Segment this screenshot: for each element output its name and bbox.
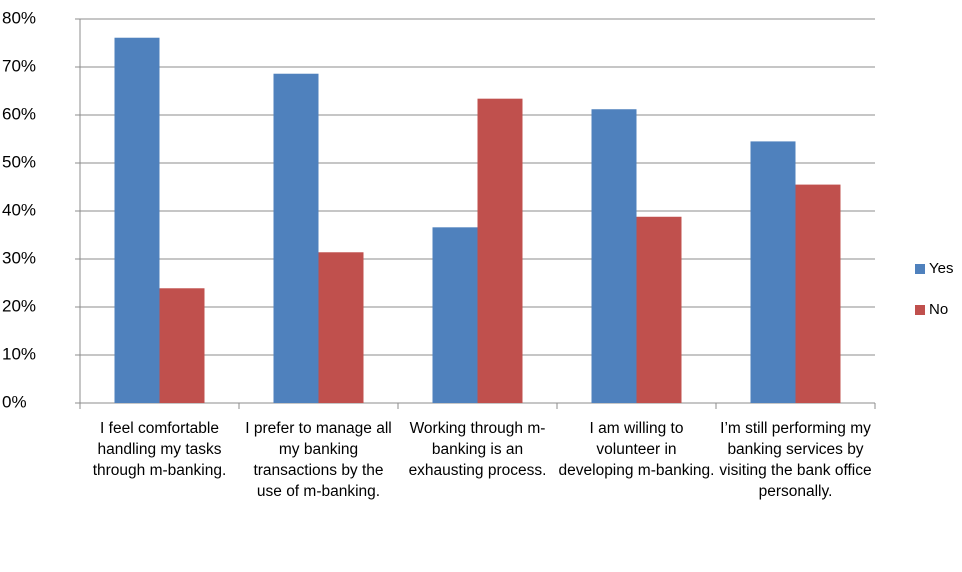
y-tick-label: 70% bbox=[2, 56, 36, 75]
y-tick-label: 20% bbox=[2, 296, 36, 315]
bar bbox=[750, 141, 796, 403]
bar bbox=[795, 184, 841, 403]
bar bbox=[477, 98, 523, 404]
bar bbox=[114, 37, 160, 403]
x-tick-label: I prefer to manage all my banking transa… bbox=[245, 420, 392, 500]
y-tick-label: 80% bbox=[2, 8, 36, 27]
y-tick-label: 0% bbox=[2, 392, 27, 411]
bar bbox=[159, 288, 205, 403]
legend-label: Yes bbox=[929, 260, 953, 277]
bar bbox=[636, 216, 682, 403]
legend-swatch bbox=[915, 305, 925, 315]
legend-swatch bbox=[915, 264, 925, 274]
x-tick-label: Working through m-banking is an exhausti… bbox=[408, 420, 547, 479]
x-tick-label: I feel comfortable handling my tasks thr… bbox=[92, 420, 227, 479]
legend-label: No bbox=[929, 301, 948, 318]
bar bbox=[591, 109, 637, 404]
y-tick-label: 50% bbox=[2, 152, 36, 171]
y-tick-label: 40% bbox=[2, 200, 36, 219]
bar bbox=[432, 227, 478, 403]
x-tick-label: I’m still performing my banking services… bbox=[719, 420, 872, 500]
x-tick-label: I am willing to volunteer in developing … bbox=[558, 420, 715, 479]
y-tick-label: 30% bbox=[2, 248, 36, 267]
y-tick-label: 60% bbox=[2, 104, 36, 123]
y-tick-label: 10% bbox=[2, 344, 36, 363]
bar bbox=[318, 252, 364, 403]
bar bbox=[273, 73, 319, 403]
